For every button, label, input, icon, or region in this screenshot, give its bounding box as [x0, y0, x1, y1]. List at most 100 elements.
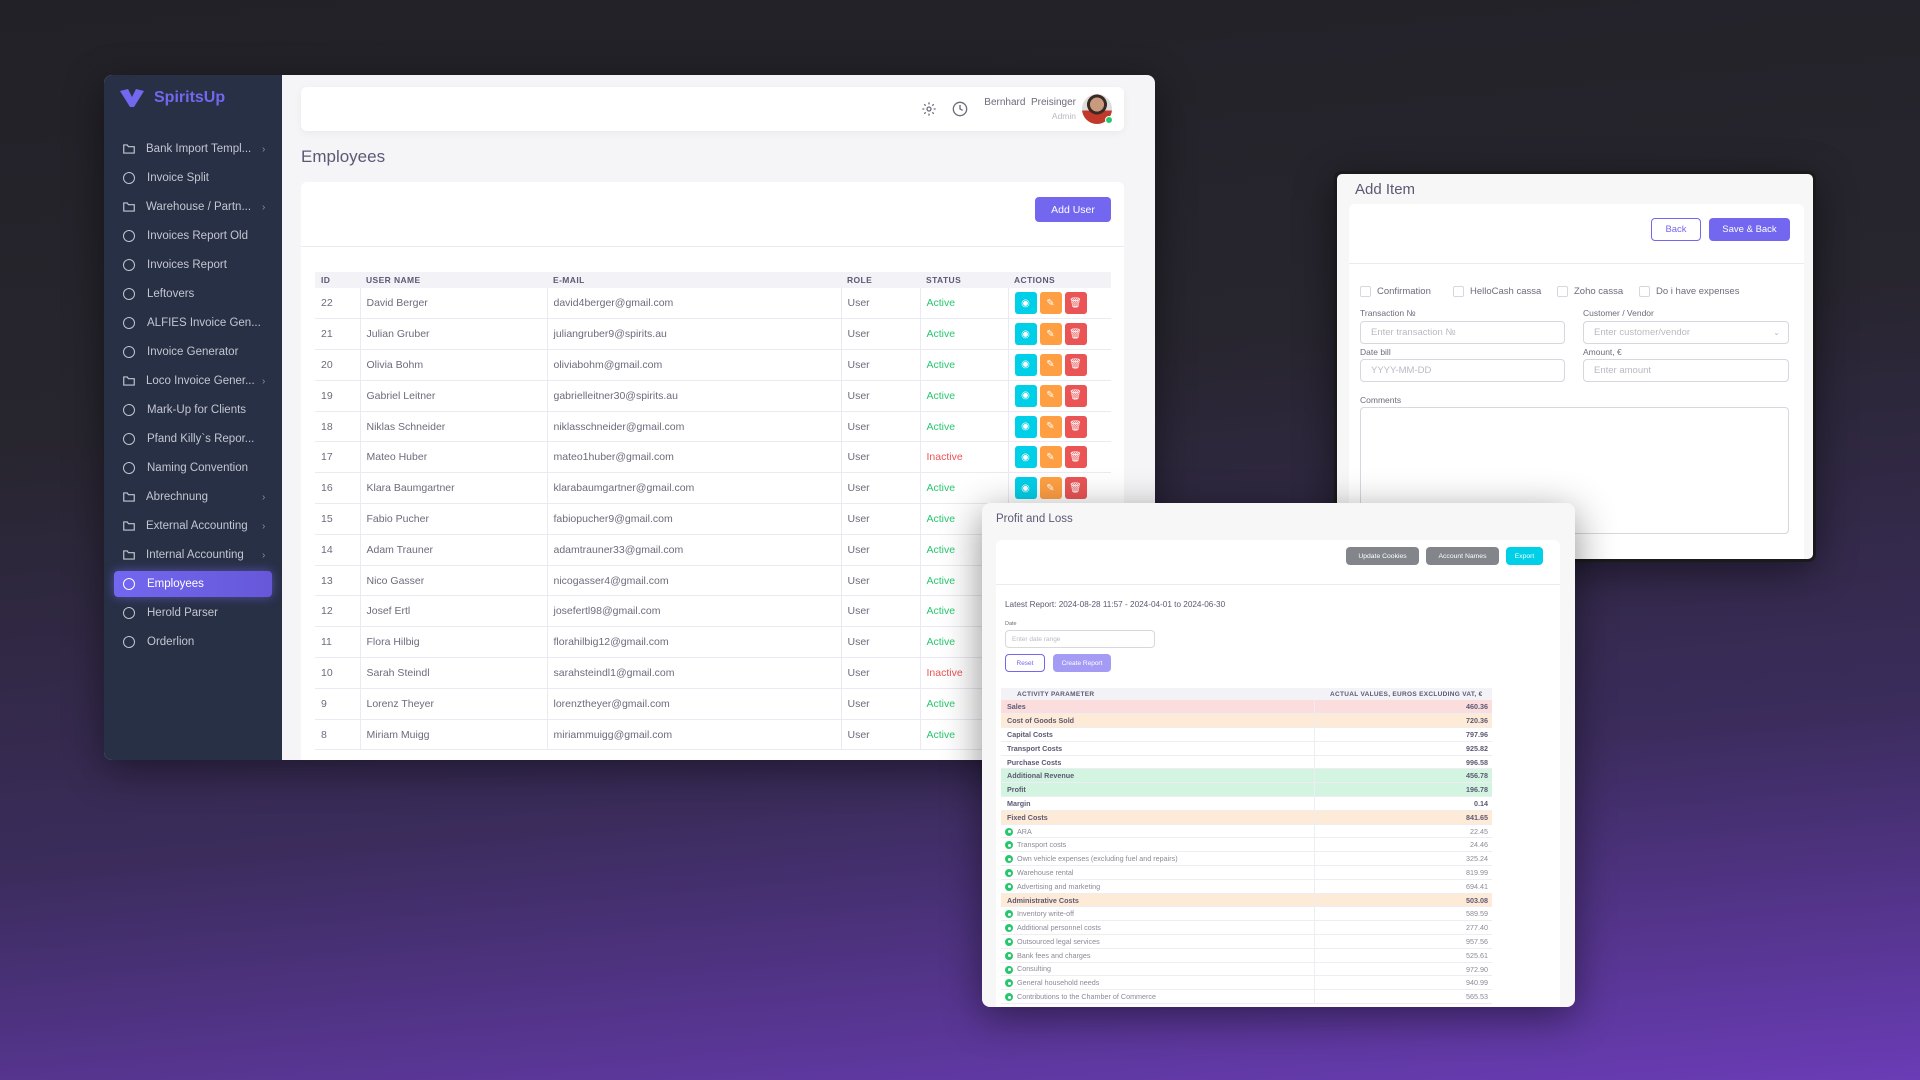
pl-row: Transport costs 24.46: [1001, 837, 1492, 853]
edit-icon[interactable]: ✎: [1039, 323, 1062, 346]
sidebar-item[interactable]: Internal Accounting ›: [114, 542, 272, 568]
expand-plus-icon[interactable]: [1005, 827, 1013, 836]
clock-icon[interactable]: [952, 101, 968, 117]
expand-plus-icon[interactable]: [1005, 979, 1013, 988]
expenses-checkbox[interactable]: Do i have expenses: [1639, 286, 1739, 297]
view-eye-icon[interactable]: ◉: [1014, 477, 1037, 500]
cell-email: florahilbig12@gmail.com: [547, 626, 842, 659]
sidebar-item[interactable]: Mark-Up for Clients: [114, 397, 272, 423]
sidebar-item[interactable]: Orderlion: [114, 629, 272, 655]
pl-row: Capital Costs 797.96: [1001, 727, 1492, 742]
add-user-button[interactable]: Add User: [1035, 197, 1111, 222]
delete-trash-icon[interactable]: 🗑: [1064, 384, 1087, 407]
logo[interactable]: SpiritsUp: [120, 89, 225, 107]
column-header[interactable]: ID: [315, 272, 360, 288]
reset-button[interactable]: Reset: [1005, 654, 1045, 672]
pl-table: ACTIVITY PARAMETER ACTUAL VALUES, EUROS E…: [1001, 688, 1492, 1005]
sidebar-item[interactable]: Pfand Killy`s Repor...: [114, 426, 272, 452]
sidebar-item[interactable]: Invoices Report Old: [114, 223, 272, 249]
pl-value: 277.40: [1313, 920, 1492, 936]
expand-plus-icon[interactable]: [1005, 910, 1013, 919]
sidebar-item[interactable]: ALFIES Invoice Gen...: [114, 310, 272, 336]
update-cookies-button[interactable]: Update Cookies: [1346, 547, 1419, 565]
expand-plus-icon[interactable]: [1005, 882, 1013, 891]
back-button[interactable]: Back: [1651, 218, 1701, 241]
save-and-back-button[interactable]: Save & Back: [1709, 218, 1790, 241]
expand-plus-icon[interactable]: [1005, 841, 1013, 850]
delete-trash-icon[interactable]: 🗑: [1064, 323, 1087, 346]
expand-plus-icon[interactable]: [1005, 937, 1013, 946]
pl-value: 720.36: [1313, 713, 1492, 729]
pl-row: Contributions to the Chamber of Commerce…: [1001, 989, 1492, 1005]
expand-plus-icon[interactable]: [1005, 993, 1013, 1002]
delete-trash-icon[interactable]: 🗑: [1064, 477, 1087, 500]
sidebar-item[interactable]: Loco Invoice Gener... ›: [114, 368, 272, 394]
cell-name: Julian Gruber: [360, 318, 548, 351]
pl-label-cell: Purchase Costs: [1001, 755, 1314, 770]
sidebar-item[interactable]: Employees: [114, 571, 272, 597]
sidebar-item[interactable]: Leftovers: [114, 281, 272, 307]
expand-plus-icon[interactable]: [1005, 924, 1013, 933]
pl-label: Outsourced legal services: [1017, 936, 1100, 946]
column-header[interactable]: ACTIONS: [1008, 272, 1111, 288]
cell-name: Adam Trauner: [360, 534, 548, 566]
edit-icon[interactable]: ✎: [1039, 353, 1062, 376]
create-report-button[interactable]: Create Report: [1053, 654, 1111, 672]
pl-value: 22.45: [1313, 824, 1492, 839]
cell-role: User: [841, 288, 921, 320]
settings-gear-icon[interactable]: [921, 101, 937, 117]
zoho-cassa-checkbox[interactable]: Zoho cassa: [1557, 286, 1623, 297]
view-eye-icon[interactable]: ◉: [1014, 353, 1037, 376]
delete-trash-icon[interactable]: 🗑: [1064, 292, 1087, 315]
column-header[interactable]: STATUS: [920, 272, 1008, 288]
view-eye-icon[interactable]: ◉: [1014, 415, 1037, 438]
sidebar-item[interactable]: Warehouse / Partn... ›: [114, 194, 272, 220]
sidebar-item[interactable]: Invoice Generator: [114, 339, 272, 365]
customer-vendor-select[interactable]: Enter customer/vendor ⌄: [1583, 321, 1789, 344]
edit-icon[interactable]: ✎: [1039, 384, 1062, 407]
export-button[interactable]: Export: [1506, 547, 1543, 565]
latest-report-text: Latest Report: 2024-08-28 11:57 - 2024-0…: [1005, 600, 1226, 609]
avatar[interactable]: [1082, 94, 1113, 124]
account-names-button[interactable]: Account Names: [1426, 547, 1499, 565]
sidebar-item-label: Employees: [147, 578, 204, 590]
hellocash-checkbox[interactable]: HelloCash cassa: [1453, 286, 1541, 297]
view-eye-icon[interactable]: ◉: [1014, 292, 1037, 315]
expand-plus-icon[interactable]: [1005, 869, 1013, 877]
sidebar-item[interactable]: Herold Parser: [114, 600, 272, 626]
sidebar-item-label: Loco Invoice Gener...: [146, 375, 255, 387]
sidebar-item-label: Leftovers: [147, 288, 195, 300]
view-eye-icon[interactable]: ◉: [1014, 446, 1037, 469]
confirmation-checkbox[interactable]: Confirmation: [1360, 286, 1431, 297]
expand-plus-icon[interactable]: [1005, 951, 1013, 960]
amount-input[interactable]: Enter amount: [1583, 359, 1789, 382]
sidebar-item[interactable]: Abrechnung ›: [114, 484, 272, 510]
transaction-input[interactable]: Enter transaction №: [1360, 321, 1565, 344]
add-item-title: Add Item: [1355, 181, 1416, 198]
pl-label-cell: Inventory write-off: [1001, 906, 1314, 922]
delete-trash-icon[interactable]: 🗑: [1064, 415, 1087, 438]
edit-icon[interactable]: ✎: [1039, 477, 1062, 500]
delete-trash-icon[interactable]: 🗑: [1064, 353, 1087, 376]
delete-trash-icon[interactable]: 🗑: [1064, 446, 1087, 469]
sidebar-item[interactable]: Naming Convention: [114, 455, 272, 481]
column-header[interactable]: E-MAIL: [547, 272, 841, 288]
column-header[interactable]: ROLE: [841, 272, 920, 288]
sidebar-item[interactable]: Invoices Report: [114, 252, 272, 278]
expand-plus-icon[interactable]: [1005, 855, 1013, 864]
view-eye-icon[interactable]: ◉: [1014, 384, 1037, 407]
edit-icon[interactable]: ✎: [1039, 415, 1062, 438]
expand-plus-icon[interactable]: [1005, 965, 1013, 974]
chevron-right-icon: ›: [262, 491, 266, 503]
sidebar-item[interactable]: External Accounting ›: [114, 513, 272, 539]
cell-name: Lorenz Theyer: [360, 688, 548, 720]
column-header[interactable]: USER NAME: [360, 272, 547, 288]
sidebar-item[interactable]: Bank Import Templ... ›: [114, 136, 272, 162]
date-range-input[interactable]: Enter date range: [1005, 630, 1155, 648]
edit-icon[interactable]: ✎: [1039, 446, 1062, 469]
sidebar-item-label: Mark-Up for Clients: [147, 404, 247, 416]
edit-icon[interactable]: ✎: [1039, 292, 1062, 315]
date-bill-input[interactable]: YYYY-MM-DD: [1360, 359, 1565, 382]
view-eye-icon[interactable]: ◉: [1014, 323, 1037, 346]
sidebar-item[interactable]: Invoice Split: [114, 165, 272, 191]
